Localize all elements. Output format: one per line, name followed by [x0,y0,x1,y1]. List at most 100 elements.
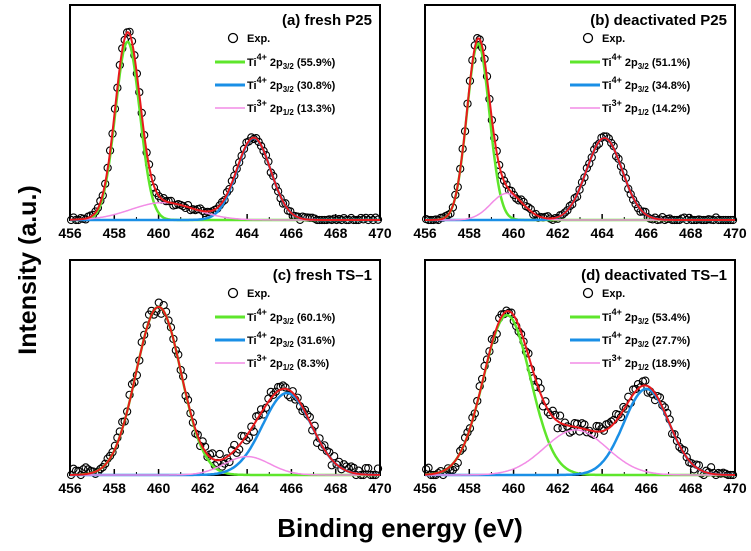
legend-orbital: 2p [270,312,283,324]
legend-charge: 4+ [257,307,267,317]
exp-point [220,459,229,468]
legend: Exp. Ti4+ 2p3/2 (51.1%) Ti4+ 2p3/2 (34.8%) Ti3+… [570,32,691,117]
exp-point [96,464,105,474]
exp-point [682,453,691,462]
exp-point [580,420,589,429]
legend-exp-marker [582,287,594,299]
x-tick-label: 468 [324,480,348,496]
exp-points [66,27,383,225]
panel-c: 456 458 460 462 464 466 468 470 (c) fresh TS–1Ex… [58,259,392,496]
x-tick-label: 458 [458,225,482,241]
legend-ion: Ti [247,80,257,92]
exp-point [680,213,689,222]
x-tick-label: 460 [147,225,171,241]
legend-charge: 3+ [257,353,267,363]
legend-charge: 4+ [612,330,622,340]
total-fit-curve [425,37,735,221]
legend-pct: (30.8%) [297,80,336,92]
legend-entry-2: Ti4+ 2p3/2 (34.8%) [602,75,691,94]
exp-point [546,410,555,420]
exp-point [499,176,509,185]
legend-sub: 3/2 [638,62,650,71]
exp-points [421,306,738,480]
x-tick-label: 456 [58,225,82,241]
legend-entry-2: Ti4+ 2p3/2 (27.7%) [602,330,691,349]
exp-point [597,424,606,433]
legend-orbital: 2p [270,57,283,69]
legend-entry-1: Ti4+ 2p3/2 (60.1%) [247,307,336,326]
legend-pct: (60.1%) [297,312,336,324]
legend-pct: (13.3%) [297,103,336,115]
legend-exp-label: Exp. [602,33,625,45]
legend-sub: 3/2 [283,85,295,94]
x-tick-label: 466 [635,225,659,241]
exp-point [458,444,467,453]
legend: Exp. Ti4+ 2p3/2 (53.4%) Ti4+ 2p3/2 (27.7%) Ti3+… [570,287,691,372]
legend-entry-1: Ti4+ 2p3/2 (53.4%) [602,307,691,326]
total-fit-curve [70,305,380,476]
exp-point [347,213,356,223]
legend-exp-label: Exp. [602,288,625,300]
exp-point [101,459,110,468]
legend-exp-marker [227,287,239,299]
legend-pct: (31.6%) [297,335,336,347]
x-tick-label: 456 [413,225,437,241]
x-tick-label: 466 [280,480,304,496]
legend-exp-label: Exp. [247,288,270,300]
x-tick-label: 466 [280,225,304,241]
legend-ion: Ti [602,57,612,69]
x-tick-label: 462 [546,225,570,241]
x-tick-label: 462 [546,480,570,496]
exp-point [215,449,224,459]
legend-pct: (34.8%) [652,80,691,92]
legend-pct: (14.2%) [652,103,691,115]
x-tick-label: 470 [723,480,747,496]
exp-point [592,141,601,150]
component-curve-1 [70,305,380,477]
x-tick-label: 458 [103,225,127,241]
legend-charge: 3+ [612,353,622,363]
legend-entry-2: Ti4+ 2p3/2 (31.6%) [247,330,336,349]
exp-point [271,387,280,396]
exp-point [286,207,295,216]
exp-point [373,464,383,473]
exp-point [305,213,314,222]
legend-pct: (18.9%) [652,358,691,370]
panel-b: 456 458 460 462 464 466 468 470 (b) deactivated … [413,4,747,241]
exp-point [361,213,370,223]
legend-orbital: 2p [625,103,638,115]
legend-entry-3: Ti3+ 2p1/2 (18.9%) [602,353,691,372]
legend-charge: 4+ [257,75,267,85]
legend-orbital: 2p [625,358,638,370]
x-tick-label: 460 [502,480,526,496]
exp-point [451,462,460,472]
legend-charge: 4+ [257,330,267,340]
exp-point [361,463,370,473]
component-curve-3 [425,192,735,221]
x-tick-label: 470 [723,225,747,241]
legend-entry-1: Ti4+ 2p3/2 (51.1%) [602,52,691,71]
exp-point [555,411,565,420]
exp-point [339,460,349,469]
exp-point [512,194,521,203]
total-fit-curve [70,31,380,221]
legend-orbital: 2p [270,358,283,370]
legend-sub: 3/2 [638,317,650,326]
x-tick-label: 468 [679,480,703,496]
legend-ion: Ti [247,335,257,347]
exp-point [371,213,380,222]
x-tick-label: 458 [458,480,482,496]
exp-point [259,146,268,156]
legend-entry-1: Ti4+ 2p3/2 (55.9%) [247,52,336,71]
exp-point [553,424,562,433]
legend-pct: (27.7%) [652,335,691,347]
legend-ion: Ti [247,312,257,324]
panel-title: (c) fresh TS–1 [273,267,372,284]
x-tick-label: 468 [679,225,703,241]
legend-orbital: 2p [270,103,283,115]
exp-point [230,440,239,450]
legend-sub: 1/2 [283,108,295,117]
legend-entry-3: Ti3+ 2p1/2 (14.2%) [602,98,691,117]
legend-sub: 1/2 [638,363,650,372]
exp-point [448,465,458,475]
